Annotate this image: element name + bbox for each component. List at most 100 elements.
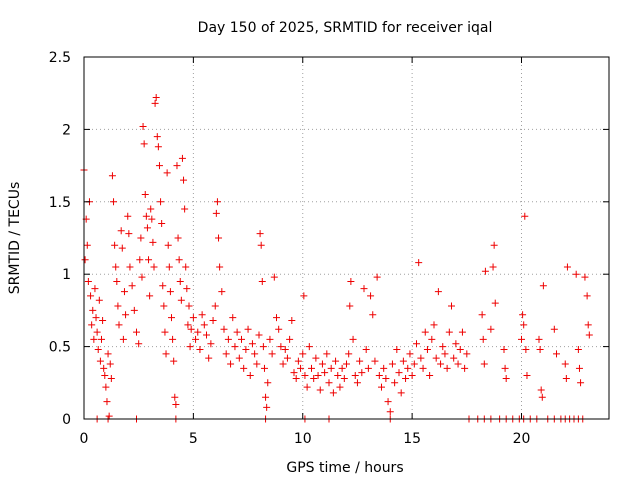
data-point-214 — [437, 360, 445, 368]
data-point-195 — [395, 369, 403, 377]
data-point-259 — [583, 292, 591, 300]
data-point-236 — [501, 364, 509, 372]
data-point-149 — [299, 350, 307, 358]
data-point-169 — [340, 374, 348, 382]
data-point-192 — [388, 360, 396, 368]
data-point-235 — [500, 345, 508, 353]
data-point-80 — [174, 234, 182, 242]
data-point-30 — [113, 277, 121, 285]
data-point-209 — [426, 372, 434, 380]
data-point-127 — [257, 241, 265, 249]
data-point-77 — [171, 393, 179, 401]
data-point-93 — [189, 314, 197, 322]
data-points — [80, 94, 593, 423]
data-point-256 — [575, 364, 583, 372]
data-point-87 — [182, 263, 190, 271]
data-point-164 — [329, 389, 337, 397]
data-point-155 — [310, 374, 318, 382]
data-point-41 — [128, 282, 136, 290]
data-point-44 — [135, 340, 143, 348]
data-point-167 — [336, 383, 344, 391]
data-point-37 — [122, 311, 130, 319]
x-tick-label-20: 20 — [513, 431, 531, 447]
data-point-261 — [585, 331, 593, 339]
data-point-21 — [103, 398, 111, 406]
y-tick-label-0.5: 0.5 — [49, 340, 71, 356]
y-tick-label-0: 0 — [62, 412, 71, 428]
data-point-53 — [145, 256, 153, 264]
data-point-180 — [362, 345, 370, 353]
data-point-253 — [563, 263, 571, 271]
data-point-228 — [479, 335, 487, 343]
data-point-31 — [114, 302, 122, 310]
data-point-171 — [345, 350, 353, 358]
data-point-220 — [450, 354, 458, 362]
data-point-151 — [301, 372, 309, 380]
data-point-182 — [367, 292, 375, 300]
data-point-11 — [92, 314, 100, 322]
data-point-117 — [238, 335, 245, 343]
data-point-257 — [577, 379, 585, 387]
data-point-4 — [84, 277, 92, 285]
data-point-58 — [150, 263, 158, 271]
data-point-187 — [378, 383, 385, 391]
data-point-260 — [584, 321, 592, 329]
data-point-52 — [143, 224, 151, 232]
data-point-163 — [327, 364, 335, 372]
data-point-17 — [99, 317, 107, 325]
data-point-154 — [308, 364, 315, 372]
x-tick-label-15: 15 — [403, 431, 421, 447]
data-point-134 — [266, 335, 274, 343]
data-point-176 — [353, 379, 361, 387]
data-point-161 — [323, 350, 331, 358]
data-point-118 — [240, 364, 248, 372]
data-point-172 — [346, 302, 354, 310]
data-point-16 — [98, 335, 105, 343]
data-point-231 — [487, 325, 495, 333]
x-tick-label-0: 0 — [80, 431, 89, 447]
data-point-40 — [126, 263, 134, 271]
data-point-111 — [224, 335, 232, 343]
data-point-138 — [275, 325, 283, 333]
data-point-229 — [480, 360, 488, 368]
data-point-69 — [162, 350, 170, 358]
data-point-194 — [393, 345, 401, 353]
data-point-106 — [215, 234, 223, 242]
axis-ticks — [83, 56, 609, 420]
data-point-170 — [343, 360, 350, 368]
data-point-120 — [244, 325, 252, 333]
data-point-122 — [248, 340, 256, 348]
data-point-85 — [180, 176, 188, 184]
data-point-79 — [173, 162, 181, 170]
y-axis-title: SRMTID / TECUs — [7, 182, 23, 295]
data-point-179 — [360, 285, 368, 293]
data-point-47 — [138, 273, 146, 281]
data-point-254 — [572, 270, 580, 278]
data-point-217 — [443, 364, 451, 372]
data-point-92 — [187, 325, 195, 333]
data-point-70 — [163, 169, 171, 177]
data-point-115 — [233, 328, 241, 336]
data-point-131 — [262, 393, 270, 401]
data-point-166 — [334, 372, 342, 380]
data-point-63 — [155, 162, 163, 170]
data-point-50 — [141, 191, 149, 199]
data-point-221 — [452, 340, 460, 348]
data-point-66 — [159, 282, 167, 290]
data-point-136 — [270, 273, 278, 281]
data-point-71 — [164, 241, 172, 249]
data-point-57 — [149, 238, 157, 246]
data-point-181 — [364, 364, 372, 372]
data-point-10 — [91, 285, 99, 293]
data-point-238 — [518, 335, 525, 343]
x-axis-tick-labels: 0 5 10 15 20 — [80, 431, 531, 447]
data-point-227 — [478, 311, 486, 319]
data-point-225 — [461, 364, 469, 372]
data-point-100 — [205, 354, 213, 362]
data-point-224 — [458, 328, 466, 336]
data-point-25 — [107, 374, 115, 382]
data-point-102 — [209, 317, 217, 325]
data-point-3 — [83, 241, 91, 249]
